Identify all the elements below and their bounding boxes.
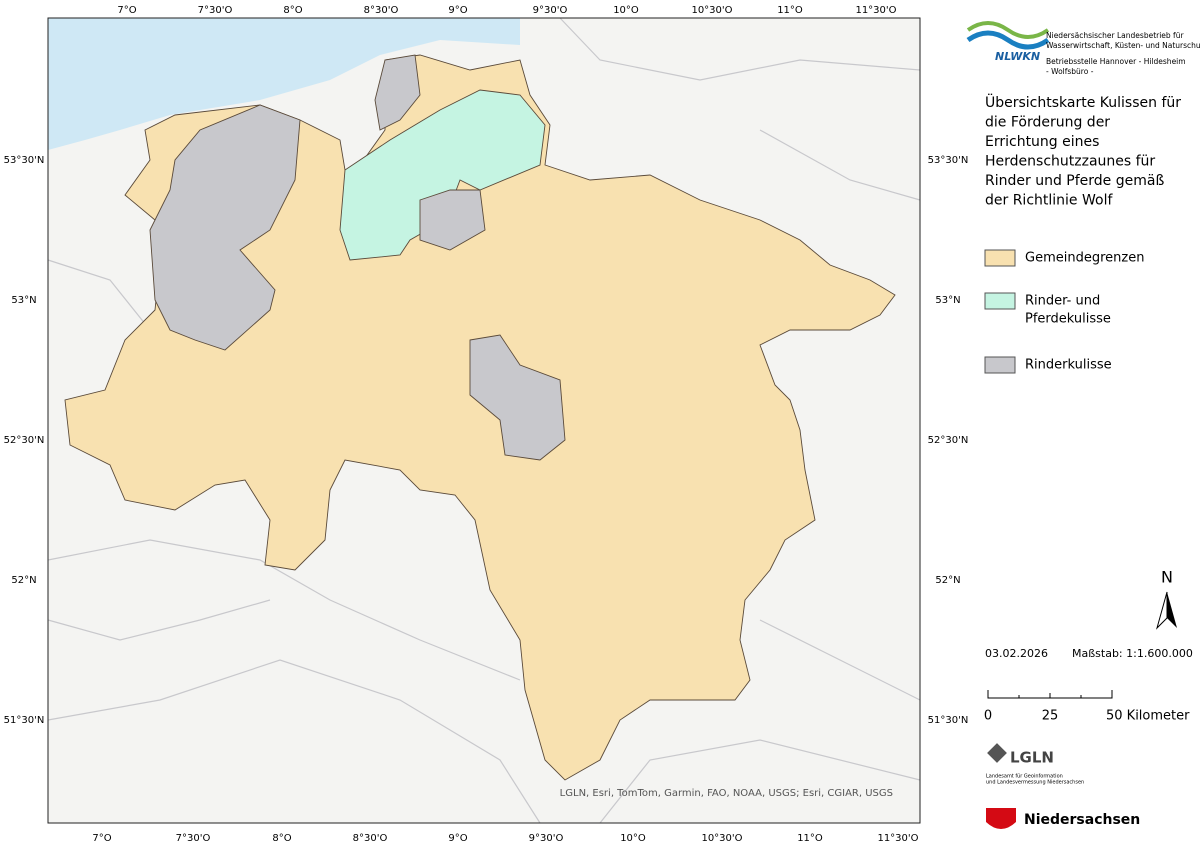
lat-label: 53°30'N [4, 155, 45, 166]
logo-wave [966, 30, 1050, 50]
lon-label: 10°O [613, 5, 639, 16]
lon-label: 8°O [283, 5, 302, 16]
lon-label: 11°30'O [855, 5, 896, 16]
office: Betriebsstelle Hannover - Hildesheim [1046, 57, 1186, 66]
legend-swatch [984, 249, 1016, 267]
map-frame [47, 17, 921, 824]
lon-label: 8°O [272, 833, 291, 844]
logo-text: NLWKN [995, 50, 1040, 63]
lon-label: 11°O [797, 833, 823, 844]
legend-label: Pferdekulisse [1025, 312, 1111, 327]
cattle-zone [419, 189, 486, 251]
legend-label: Rinderkulisse [1025, 358, 1112, 373]
logo-wave [966, 21, 1050, 39]
legend: Gemeindegrenzen Rinder- und Pferdekulisse R… [984, 249, 1144, 374]
title-line: die Förderung der [985, 115, 1110, 131]
lon-label: 8°30'O [364, 5, 399, 16]
state-name: Niedersachsen [1024, 812, 1140, 828]
road [47, 659, 541, 824]
lat-label: 52°N [11, 575, 36, 586]
date: 03.02.2026 [985, 647, 1048, 660]
lon-label: 7°30'O [198, 5, 233, 16]
regions [64, 54, 896, 781]
sea [48, 18, 520, 150]
scale-labels: 0 25 50 Kilometer [984, 709, 1190, 724]
state-crest [986, 808, 1016, 829]
lat-label: 53°N [11, 295, 36, 306]
lon-label: 10°30'O [691, 5, 732, 16]
legend-label: Gemeindegrenzen [1025, 251, 1144, 266]
scale-text: Maßstab: 1:1.600.000 [1072, 647, 1193, 660]
org-line: Wasserwirtschaft, Küsten- und Naturschut… [1046, 41, 1200, 50]
lon-label: 11°O [777, 5, 803, 16]
lgln-sub: Landesamt für Geoinformation [986, 774, 1063, 780]
lon-label: 9°30'O [533, 5, 568, 16]
lon-label: 7°30'O [176, 833, 211, 844]
scale-label: 25 [1042, 709, 1059, 724]
lat-label: 52°30'N [4, 435, 45, 446]
title-line: der Richtlinie Wolf [985, 193, 1113, 209]
lat-label: 53°N [935, 295, 960, 306]
road [759, 129, 921, 201]
scale-bar [987, 690, 1113, 699]
scale-label: 50 Kilometer [1106, 709, 1190, 724]
lon-label: 9°30'O [529, 833, 564, 844]
north-label: N [1161, 568, 1173, 587]
title: Übersichtskarte Kulissen für die Förderun… [985, 93, 1181, 209]
cattle-zone [374, 54, 421, 131]
lat-label: 51°30'N [4, 715, 45, 726]
scale-label: 0 [984, 709, 992, 724]
title-line: Übersichtskarte Kulissen für [985, 93, 1181, 111]
lon-label: 11°30'O [877, 833, 918, 844]
lat-label: 51°30'N [928, 715, 969, 726]
lgln-sub: und Landesvermessung Niedersachsen [986, 780, 1084, 786]
municipalities [64, 54, 896, 781]
legend-swatch [984, 292, 1016, 310]
lon-label: 9°O [448, 5, 467, 16]
lon-label: 7°O [92, 833, 111, 844]
lgln-name: LGLN [1010, 749, 1054, 767]
title-line: Errichtung eines [985, 134, 1099, 150]
road [47, 259, 151, 331]
road [47, 539, 521, 681]
roads [47, 17, 921, 824]
title-line: Herdenschutzzaunes für [985, 154, 1155, 170]
road [759, 619, 921, 701]
cattle-zone [149, 104, 301, 351]
lat-label: 53°30'N [928, 155, 969, 166]
road [47, 599, 271, 641]
lat-label: 52°N [935, 575, 960, 586]
attribution: LGLN, Esri, TomTom, Garmin, FAO, NOAA, U… [560, 788, 893, 799]
north-arrow [1167, 592, 1177, 628]
lon-label: 7°O [117, 5, 136, 16]
lon-label: 10°30'O [701, 833, 742, 844]
unit: - Wolfsbüro - [1046, 67, 1094, 76]
lat-label: 52°30'N [928, 435, 969, 446]
title-line: Rinder und Pferde gemäß [985, 173, 1164, 189]
org-line: Niedersächsischer Landesbetrieb für [1046, 31, 1184, 40]
lon-label: 9°O [448, 833, 467, 844]
north-arrow [1156, 591, 1168, 630]
lon-label: 8°30'O [353, 833, 388, 844]
legend-label: Rinder- und [1025, 294, 1100, 309]
lgln-icon [987, 743, 1007, 763]
lon-label: 10°O [620, 833, 646, 844]
road [559, 17, 921, 81]
graticule-labels: 7°O 7°O 7°30'O 7°30'O 8°O 8°O 8°30'O 8°30'O 9°O 9… [4, 5, 969, 844]
legend-swatch [984, 356, 1016, 374]
cattle-zone [469, 334, 566, 461]
road [599, 739, 921, 824]
